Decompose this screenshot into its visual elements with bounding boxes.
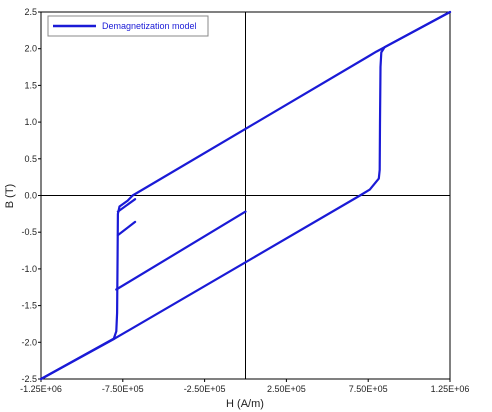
y-tick-label: -1.5 [21,301,37,311]
y-tick-label: 1.0 [24,117,37,127]
x-tick-label: 2.50E+05 [267,384,306,394]
x-tick-label: 1.25E+06 [431,384,470,394]
y-tick-label: 2.5 [24,7,37,17]
legend-box [47,15,209,37]
y-axis-label: B (T) [4,184,16,208]
legend: Demagnetization model [47,15,209,37]
y-tick-label: -0.5 [21,227,37,237]
y-tick-label: 2.0 [24,44,37,54]
series-line-segment [116,220,137,237]
y-tick-label: 0.5 [24,154,37,164]
series-line-segment [39,10,452,381]
y-tick-label: 1.5 [24,80,37,90]
x-axis-label: H (A/m) [226,398,264,410]
series-layer [39,10,452,381]
x-tick-label: -7.50E+05 [102,384,144,394]
legend-label: Demagnetization model [102,21,197,31]
x-tick-label: -1.25E+06 [20,384,62,394]
y-tick-label: -2.0 [21,337,37,347]
zero-axes [41,12,450,379]
y-tick-label: 0.0 [24,191,37,201]
series-line-segment [39,10,452,381]
y-tick-label: -1.0 [21,264,37,274]
tick-marks [38,11,451,382]
y-tick-label: -2.5 [21,374,37,384]
x-tick-label: -2.50E+05 [184,384,226,394]
series-line-segment [115,210,247,291]
series-line-segment [116,198,137,213]
x-tick-label: 7.50E+05 [349,384,388,394]
